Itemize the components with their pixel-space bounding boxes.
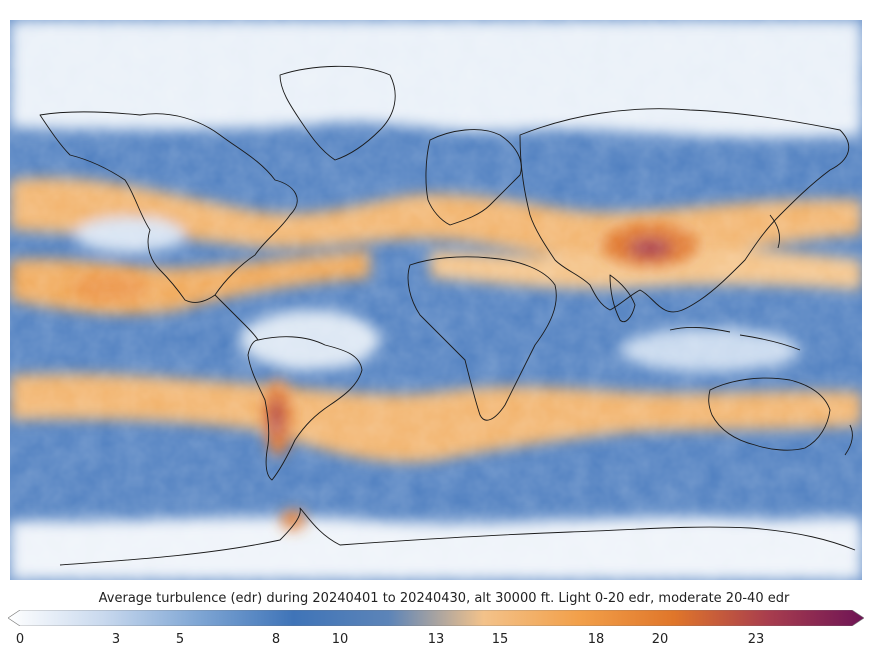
colorbar-tick-label: 13 <box>427 632 445 647</box>
colorbar-bar <box>8 610 864 626</box>
colorbar-tick-label: 23 <box>747 632 765 647</box>
colorbar-tick-label: 15 <box>491 632 509 647</box>
north-america-outline <box>39 111 298 303</box>
central-america-outline <box>214 294 259 341</box>
turbulence-map <box>10 20 862 580</box>
colorbar-tick-label: 20 <box>651 632 669 647</box>
australia-outline <box>708 377 831 451</box>
colorbar-tick-label: 8 <box>271 632 281 647</box>
colorbar <box>8 610 864 626</box>
coastlines <box>39 65 856 566</box>
colorbar-tick-label: 0 <box>15 632 25 647</box>
colorbar-tick-label: 10 <box>331 632 349 647</box>
india-outline <box>609 274 636 323</box>
greenland-outline <box>279 65 396 161</box>
indonesia-outline <box>669 326 801 351</box>
colorbar-tick-label: 5 <box>175 632 185 647</box>
antarctica-outline <box>59 507 856 566</box>
japan-outline <box>769 214 781 249</box>
colorbar-tick-label: 3 <box>111 632 121 647</box>
south-america-outline <box>247 336 363 481</box>
asia-outline <box>519 108 850 313</box>
colorbar-tick-label: 18 <box>587 632 605 647</box>
africa-outline <box>407 256 557 421</box>
colorbar-title: Average turbulence (edr) during 20240401… <box>98 591 790 606</box>
turbulence-field <box>10 20 862 580</box>
europe-outline <box>425 129 522 226</box>
new-zealand-outline <box>844 424 853 456</box>
